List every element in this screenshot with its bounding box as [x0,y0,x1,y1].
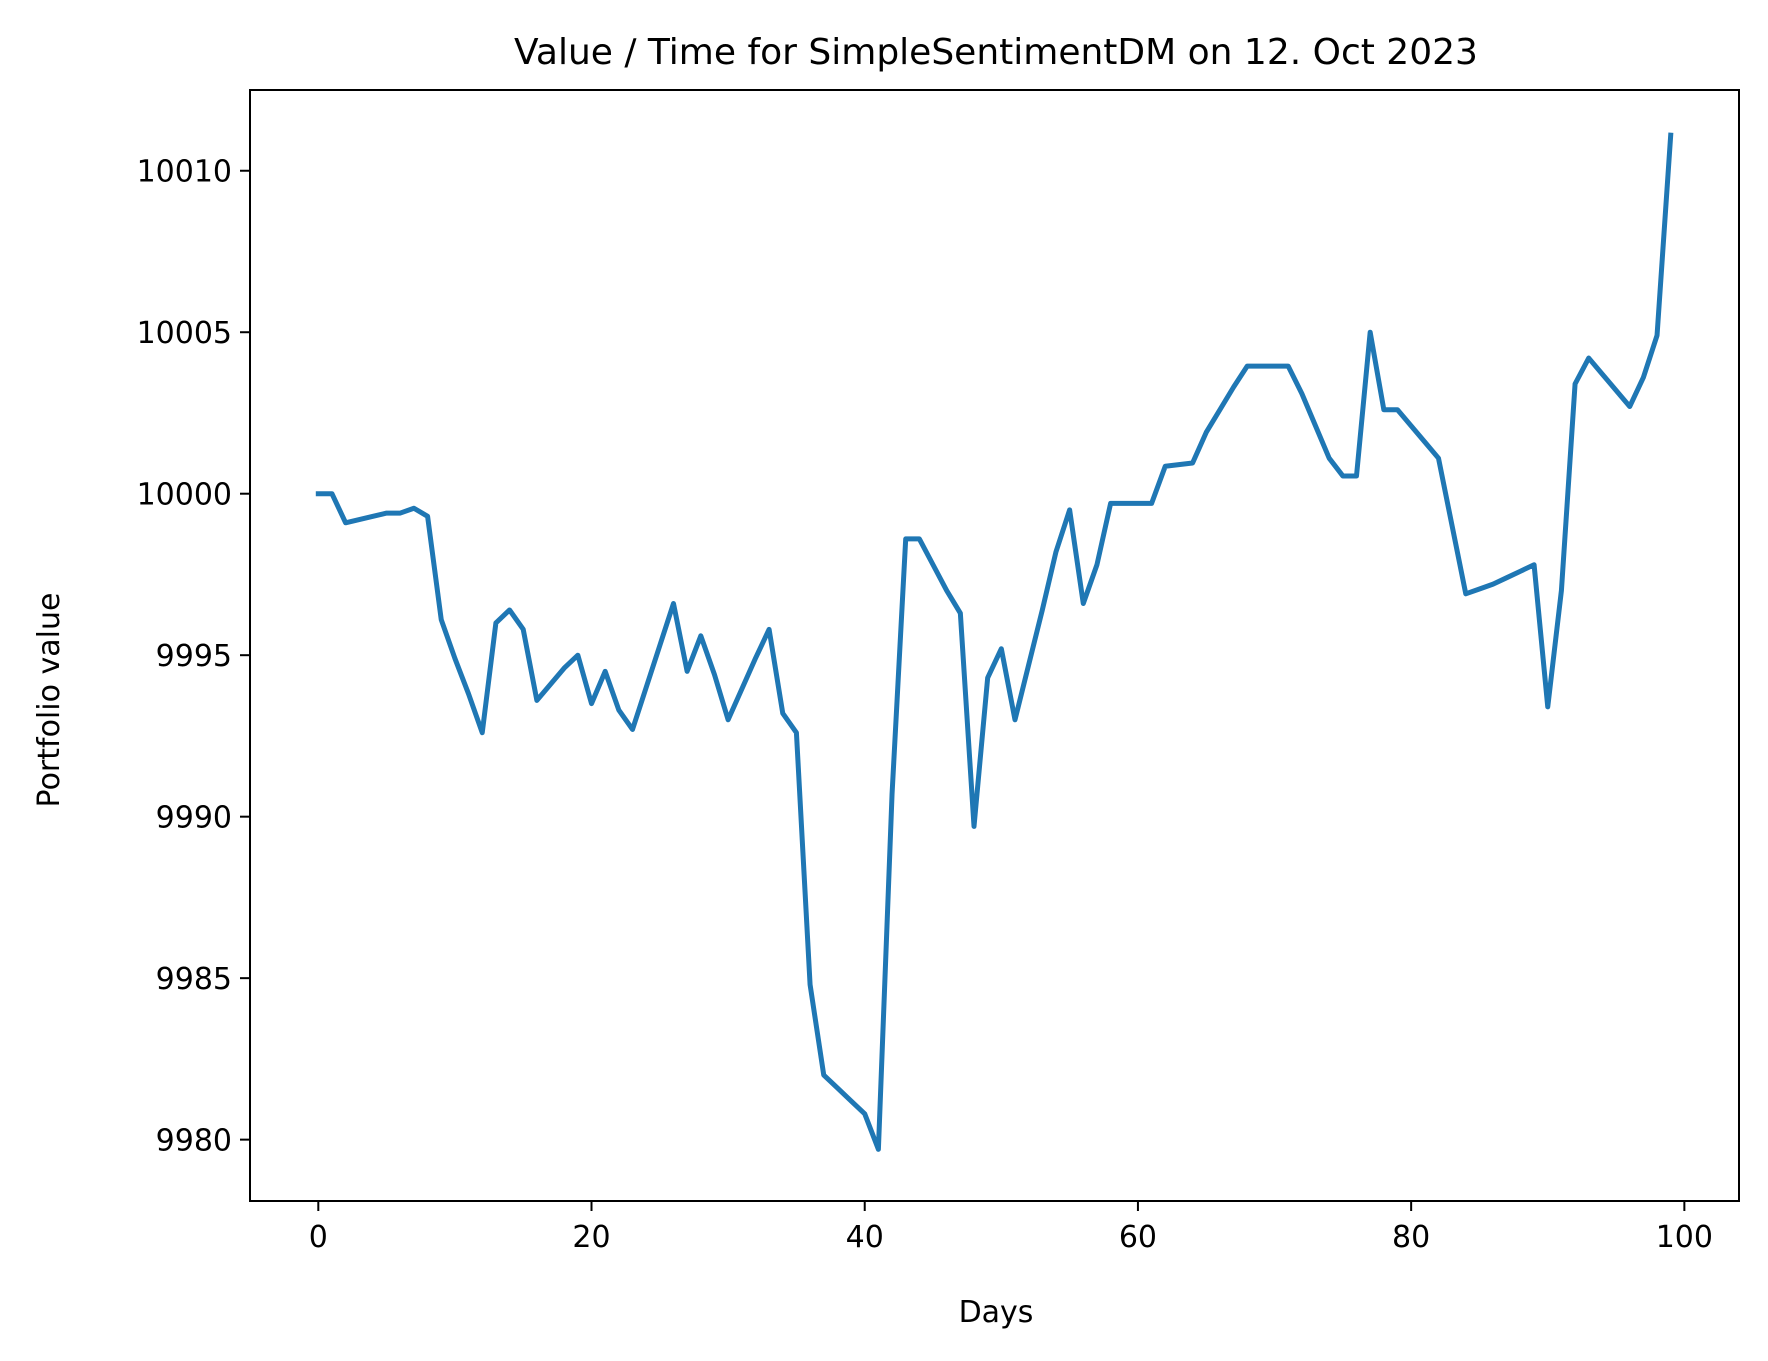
y-tick-label: 10005 [137,316,232,351]
x-tick-label: 80 [1392,1220,1430,1255]
plot-area [249,89,1740,1202]
y-tick-label: 9995 [156,639,232,674]
x-tick-label: 60 [1119,1220,1157,1255]
x-axis: 0 20 40 60 80 100 [309,1201,1713,1255]
x-tick-label: 0 [309,1220,328,1255]
y-axis-title: Portfolio value [32,593,67,808]
y-axis: 9980 9985 9990 9995 10000 10005 10010 [137,155,250,1159]
x-tick-label: 20 [572,1220,610,1255]
series-line [315,132,1674,1152]
x-tick-label: 100 [1656,1220,1713,1255]
y-tick-label: 9980 [156,1124,232,1159]
x-axis-title: Days [959,1295,1034,1330]
y-tick-label: 10010 [137,155,232,190]
y-tick-label: 9990 [156,801,232,836]
x-tick-label: 40 [846,1220,884,1255]
y-tick-label: 9985 [156,962,232,997]
y-tick-label: 10000 [137,478,232,513]
plot-frame [249,89,1740,1202]
chart-title: Value / Time for SimpleSentimentDM on 12… [514,32,1478,73]
